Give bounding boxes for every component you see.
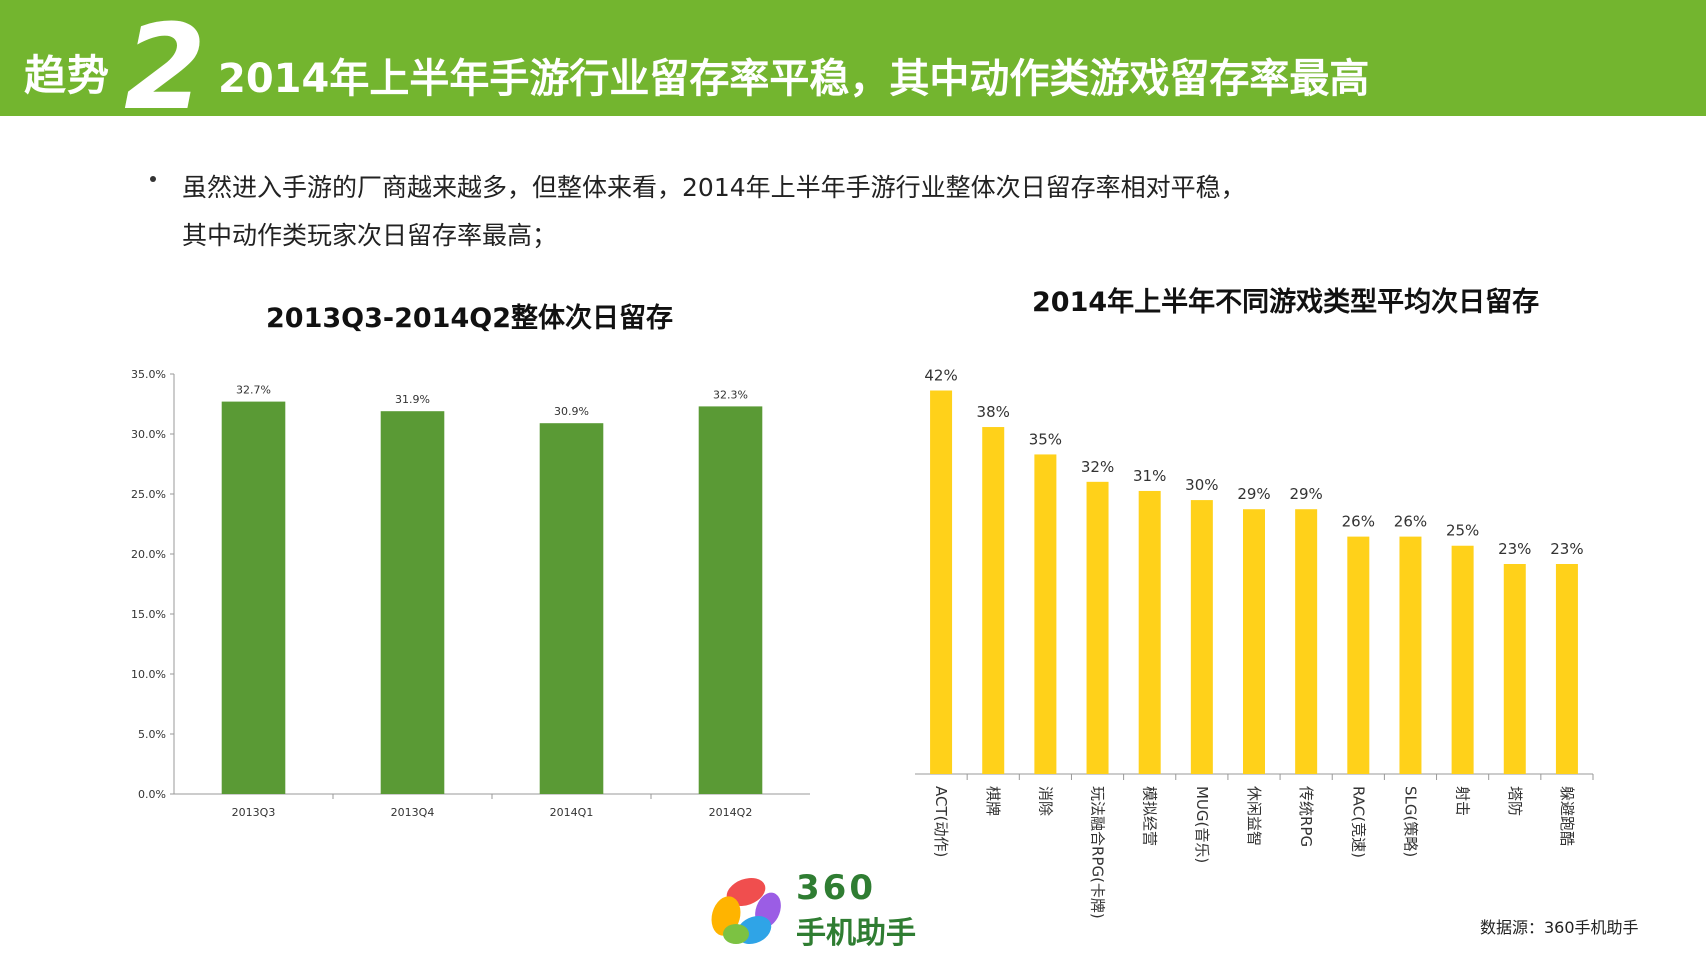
- right-bar: [1034, 454, 1057, 774]
- right-bar-value-label: 35%: [1029, 430, 1062, 448]
- right-bar-value-label: 29%: [1289, 485, 1322, 503]
- right-bar: [982, 427, 1005, 774]
- right-category-label: 模拟经营: [1141, 786, 1159, 846]
- right-bar: [1086, 481, 1109, 774]
- right-chart-title: 2014年上半年不同游戏类型平均次日留存: [1032, 287, 1540, 318]
- left-y-tick-label: 15.0%: [131, 608, 166, 621]
- right-bar: [1555, 564, 1578, 774]
- logo-text-360: 360: [796, 868, 876, 908]
- left-y-tick-label: 30.0%: [131, 428, 166, 441]
- right-category-label: 棋牌: [984, 786, 1002, 816]
- right-bar: [1347, 536, 1370, 774]
- right-category-label: 塔防: [1506, 786, 1524, 816]
- data-source: 数据源：360手机助手: [1480, 918, 1639, 937]
- right-bar-chart: 42% ACT(动作) 38% 棋牌 35% 消除 32% 玩法融合RPG(卡牌) 31% 模拟经…: [915, 367, 1594, 919]
- header-number: 2: [124, 0, 207, 136]
- right-category-label: SLG(策略): [1401, 786, 1419, 857]
- left-bar: [221, 401, 286, 794]
- left-bar-value-label: 32.3%: [713, 388, 748, 401]
- right-category-label: MUG(音乐): [1193, 786, 1211, 863]
- logo-text-name: 手机助手: [796, 916, 916, 951]
- right-category-label: 玩法融合RPG(卡牌): [1089, 786, 1107, 919]
- page-title: 2014年上半年手游行业留存率平稳，其中动作类游戏留存率最高: [218, 56, 1370, 102]
- left-bar-value-label: 30.9%: [554, 405, 589, 418]
- right-bar-value-label: 26%: [1394, 513, 1427, 531]
- left-category-label: 2013Q4: [391, 806, 435, 819]
- right-category-label: 躲避跑酷: [1558, 786, 1576, 846]
- right-category-label: 射击: [1454, 786, 1472, 816]
- right-bar-value-label: 29%: [1237, 485, 1270, 503]
- left-bar: [698, 406, 763, 794]
- bullet-line-1: 虽然进入手游的厂商越来越多，但整体来看，2014年上半年手游行业整体次日留存率相…: [182, 173, 1246, 202]
- right-bar: [1243, 509, 1265, 774]
- right-bar: [1451, 545, 1474, 774]
- left-category-label: 2014Q2: [709, 806, 753, 819]
- right-bar: [1190, 500, 1213, 774]
- left-bar-value-label: 32.7%: [236, 384, 271, 397]
- left-y-tick-label: 20.0%: [131, 548, 166, 561]
- right-bar-value-label: 32%: [1081, 458, 1114, 476]
- left-bar-chart: 0.0% 5.0% 10.0% 15.0% 20.0% 25.0% 30.0% 35.0% 32…: [131, 368, 810, 819]
- right-bar-value-label: 23%: [1498, 540, 1531, 558]
- left-y-tick-label: 25.0%: [131, 488, 166, 501]
- right-bar: [1503, 564, 1526, 774]
- left-category-label: 2013Q3: [232, 806, 276, 819]
- bullet-dot: [150, 176, 156, 182]
- left-bar-value-label: 31.9%: [395, 393, 430, 406]
- right-bar: [930, 390, 953, 774]
- left-category-label: 2014Q1: [550, 806, 594, 819]
- right-bar-value-label: 26%: [1342, 513, 1375, 531]
- bullet-line-2: 其中动作类玩家次日留存率最高；: [182, 221, 558, 250]
- left-bar: [380, 411, 445, 794]
- left-y-tick-label: 5.0%: [138, 728, 166, 741]
- right-bar-value-label: 38%: [977, 403, 1010, 421]
- right-category-label: RAC(竞速): [1349, 786, 1367, 858]
- right-category-label: 休闲益智: [1245, 786, 1263, 846]
- left-y-tick-label: 35.0%: [131, 368, 166, 381]
- right-category-label: 传统RPG: [1297, 786, 1315, 847]
- left-y-tick-label: 10.0%: [131, 668, 166, 681]
- left-y-tick-label: 0.0%: [138, 788, 166, 801]
- right-bar-value-label: 25%: [1446, 522, 1479, 540]
- right-bar-value-label: 42%: [924, 367, 957, 385]
- right-bar: [1295, 509, 1318, 774]
- right-category-label: ACT(动作): [932, 786, 950, 857]
- header-banner: 趋势 2 2014年上半年手游行业留存率平稳，其中动作类游戏留存率最高: [0, 0, 1706, 126]
- right-bar-value-label: 31%: [1133, 467, 1166, 485]
- header-label: 趋势: [24, 51, 111, 100]
- right-bar: [1138, 490, 1161, 774]
- right-category-label: 消除: [1036, 786, 1054, 816]
- logo-icon: [711, 877, 781, 945]
- right-bar-value-label: 30%: [1185, 476, 1218, 494]
- right-bar-value-label: 23%: [1550, 540, 1583, 558]
- left-chart-title: 2013Q3-2014Q2整体次日留存: [266, 303, 673, 334]
- left-bar: [539, 423, 604, 794]
- right-bar: [1399, 536, 1422, 774]
